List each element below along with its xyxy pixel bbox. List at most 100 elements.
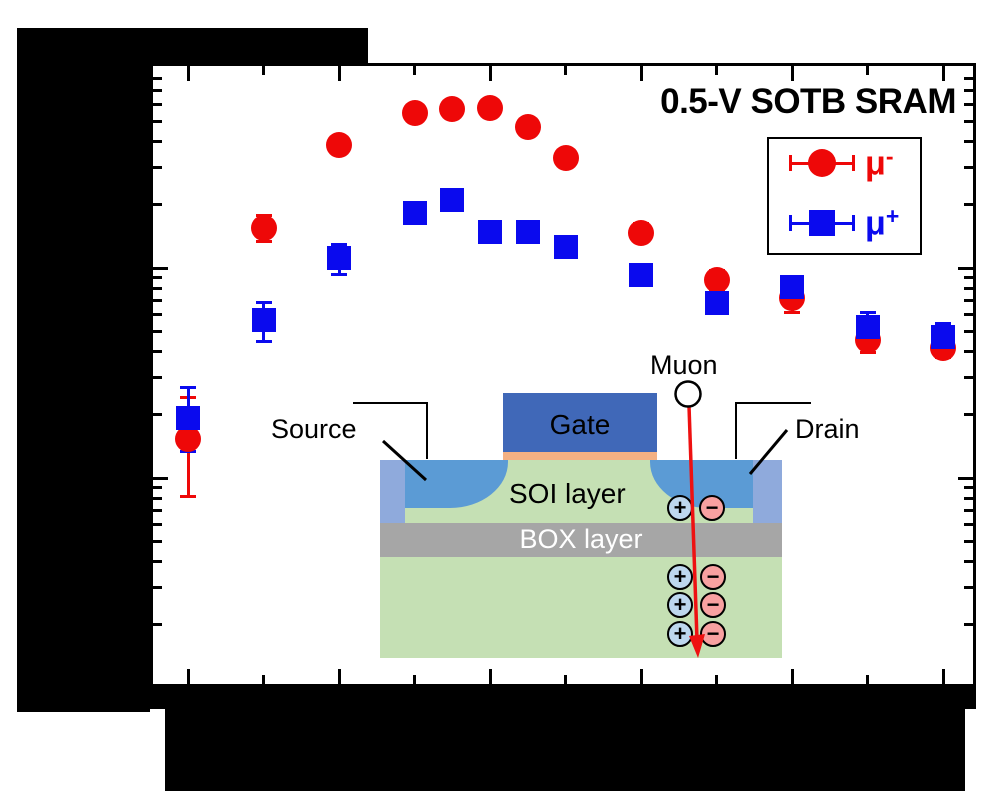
x-axis-minor-tick [715,66,718,75]
redacted-x-axis-ticklabels-block [150,687,976,709]
x-axis-major-tick [488,66,492,81]
mu-plus-errorbar-cap [180,450,196,454]
mu-minus-errorbar-cap [255,213,272,217]
x-axis-major-tick [790,669,794,684]
x-axis-minor-tick [262,66,265,75]
legend-errorbar-cap [852,215,855,231]
y-axis-minor-tick [964,329,973,333]
y-axis-minor-tick [964,523,973,527]
x-axis-minor-tick [866,66,869,75]
chart-title: 0.5-V SOTB SRAM [660,82,956,121]
y-axis-minor-tick [153,329,162,333]
y-axis-major-tick [153,476,168,480]
mu-minus-errorbar-cap [180,495,196,499]
negative-charge-icon: − [700,564,726,590]
mu-plus-data-point [251,308,276,333]
x-axis-minor-tick [262,675,265,684]
y-axis-minor-tick [153,103,162,107]
y-axis-minor-tick [153,586,162,590]
y-axis-minor-tick [964,586,973,590]
muon-label: Muon [650,350,718,380]
legend-errorbar-cap [789,155,792,171]
x-axis-major-tick [941,66,945,81]
y-axis-minor-tick [964,350,973,354]
mu-minus-data-point [250,215,277,242]
y-axis-minor-tick [153,76,162,80]
y-axis-minor-tick [153,486,162,490]
y-axis-minor-tick [153,523,162,527]
legend-errorbar-cap [852,155,855,171]
x-axis-minor-tick [413,66,416,75]
y-axis-minor-tick [964,166,973,170]
mu-plus-errorbar-cap [255,340,272,344]
mu-plus-errorbar-cap [331,273,347,277]
y-axis-minor-tick [153,539,162,543]
y-axis-minor-tick [964,276,973,280]
y-axis-minor-tick [964,486,973,490]
legend-label-mu-plus: μ+ [865,203,900,243]
x-axis-major-tick [488,669,492,684]
gate-label: Gate [549,409,611,440]
box-layer-label: BOX layer [519,524,643,554]
y-axis-minor-tick [964,203,973,207]
mu-plus-errorbar-cap [859,311,876,315]
y-axis-minor-tick [964,413,973,417]
y-axis-minor-tick [153,509,162,513]
legend-errorbar-cap [789,215,792,231]
y-axis-minor-tick [964,539,973,543]
y-axis-minor-tick [964,623,973,627]
mu-plus-data-point [440,187,465,212]
y-axis-minor-tick [964,299,973,303]
y-axis-minor-tick [153,350,162,354]
legend: μ- μ+ [767,137,922,255]
mu-minus-data-point [439,96,466,123]
y-axis-minor-tick [964,103,973,107]
x-axis-major-tick [639,66,643,81]
soi-layer-label: SOI layer [509,478,626,509]
mu-plus-data-point [176,405,200,430]
x-axis-major-tick [186,669,190,684]
y-axis-minor-tick [153,286,162,290]
mu-minus-data-point [326,131,352,158]
x-axis-minor-tick [715,675,718,684]
mu-minus-data-point [703,266,730,293]
y-axis-minor-tick [153,276,162,280]
negative-charge-icon: − [700,592,726,618]
box-layer-region [380,523,782,557]
y-axis-minor-tick [153,299,162,303]
positive-charge-icon: + [667,495,693,521]
mu-plus-errorbar-cap [180,385,196,389]
x-axis-minor-tick [413,675,416,684]
mu-minus-data-point [514,114,541,141]
mu-minus-errorbar-cap [784,310,800,314]
plot-frame-right [973,63,976,687]
y-axis-minor-tick [153,203,162,207]
y-axis-minor-tick [964,560,973,564]
x-axis-minor-tick [564,675,567,684]
y-axis-minor-tick [153,376,162,380]
y-axis-minor-tick [964,89,973,93]
plot-frame-top [150,63,976,66]
x-axis-major-tick [639,669,643,684]
legend-label-mu-minus: μ- [865,143,894,183]
y-axis-minor-tick [964,140,973,144]
mu-minus-errorbar-cap [255,240,272,244]
negative-charge-icon: − [700,621,726,647]
plot-frame-left [150,63,153,687]
y-axis-minor-tick [964,119,973,123]
x-axis-major-tick [941,669,945,684]
y-axis-minor-tick [153,166,162,170]
positive-charge-icon: + [667,592,693,618]
mu-plus-errorbar-cap [331,243,347,247]
y-axis-minor-tick [964,76,973,80]
mu-plus-data-point [629,262,653,287]
drain-label: Drain [795,414,860,444]
y-axis-minor-tick [153,140,162,144]
mu-plus-errorbar-cap [935,321,951,325]
drain-contact-edge [753,460,782,523]
mu-minus-data-point [628,219,654,246]
y-axis-minor-tick [153,560,162,564]
x-axis-minor-tick [564,66,567,75]
